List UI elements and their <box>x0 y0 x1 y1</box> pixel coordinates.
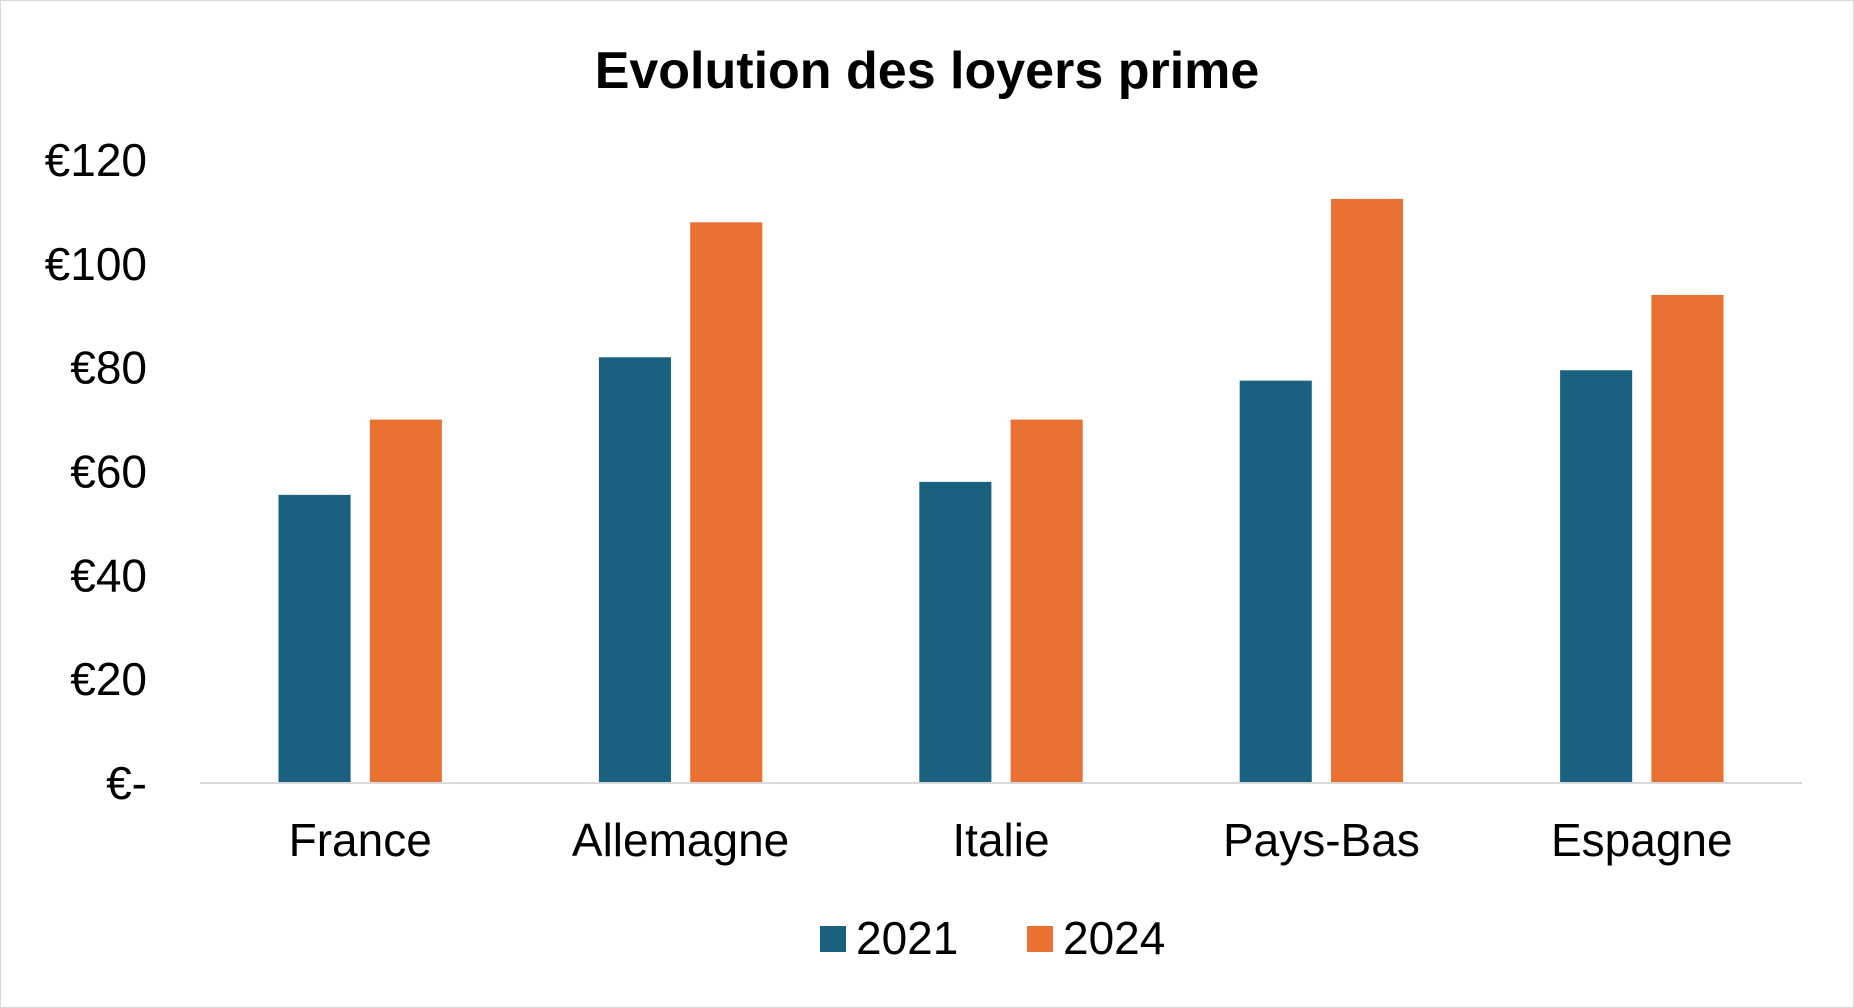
legend-swatch-2021 <box>820 926 846 952</box>
x-tick-label: Pays-Bas <box>1223 814 1420 866</box>
bar-2024-pays-bas <box>1331 198 1404 783</box>
y-tick-label: €- <box>106 757 147 809</box>
x-tick-label: Italie <box>952 814 1049 866</box>
y-tick-label: €100 <box>45 238 147 290</box>
y-tick-label: €60 <box>70 446 147 498</box>
x-axis-labels: France Allemagne Italie Pays-Bas Espagne <box>289 814 1733 866</box>
bar-2024-allemagne <box>690 222 763 784</box>
y-tick-label: €20 <box>70 653 147 705</box>
bars <box>278 198 1724 784</box>
y-tick-label: €120 <box>45 134 147 186</box>
bar-2021-pays-bas <box>1239 380 1312 783</box>
x-tick-label: Allemagne <box>572 814 789 866</box>
legend-label-2024: 2024 <box>1063 912 1165 964</box>
bar-2021-espagne <box>1560 370 1633 783</box>
bar-2021-france <box>278 494 351 783</box>
bar-2021-italie <box>919 481 992 783</box>
bar-2024-espagne <box>1651 294 1724 783</box>
y-tick-label: €80 <box>70 342 147 394</box>
y-tick-label: €40 <box>70 549 147 601</box>
y-axis-ticks: €- €20 €40 €60 €80 €100 €120 <box>45 134 147 809</box>
x-tick-label: France <box>289 814 432 866</box>
legend: 2021 2024 <box>820 912 1165 964</box>
bar-2024-france <box>369 419 442 783</box>
legend-label-2021: 2021 <box>856 912 958 964</box>
chart-title: Evolution des loyers prime <box>595 42 1260 100</box>
bar-2024-italie <box>1010 419 1083 783</box>
bar-2021-allemagne <box>598 357 671 783</box>
x-tick-label: Espagne <box>1551 814 1733 866</box>
legend-swatch-2024 <box>1027 926 1053 952</box>
